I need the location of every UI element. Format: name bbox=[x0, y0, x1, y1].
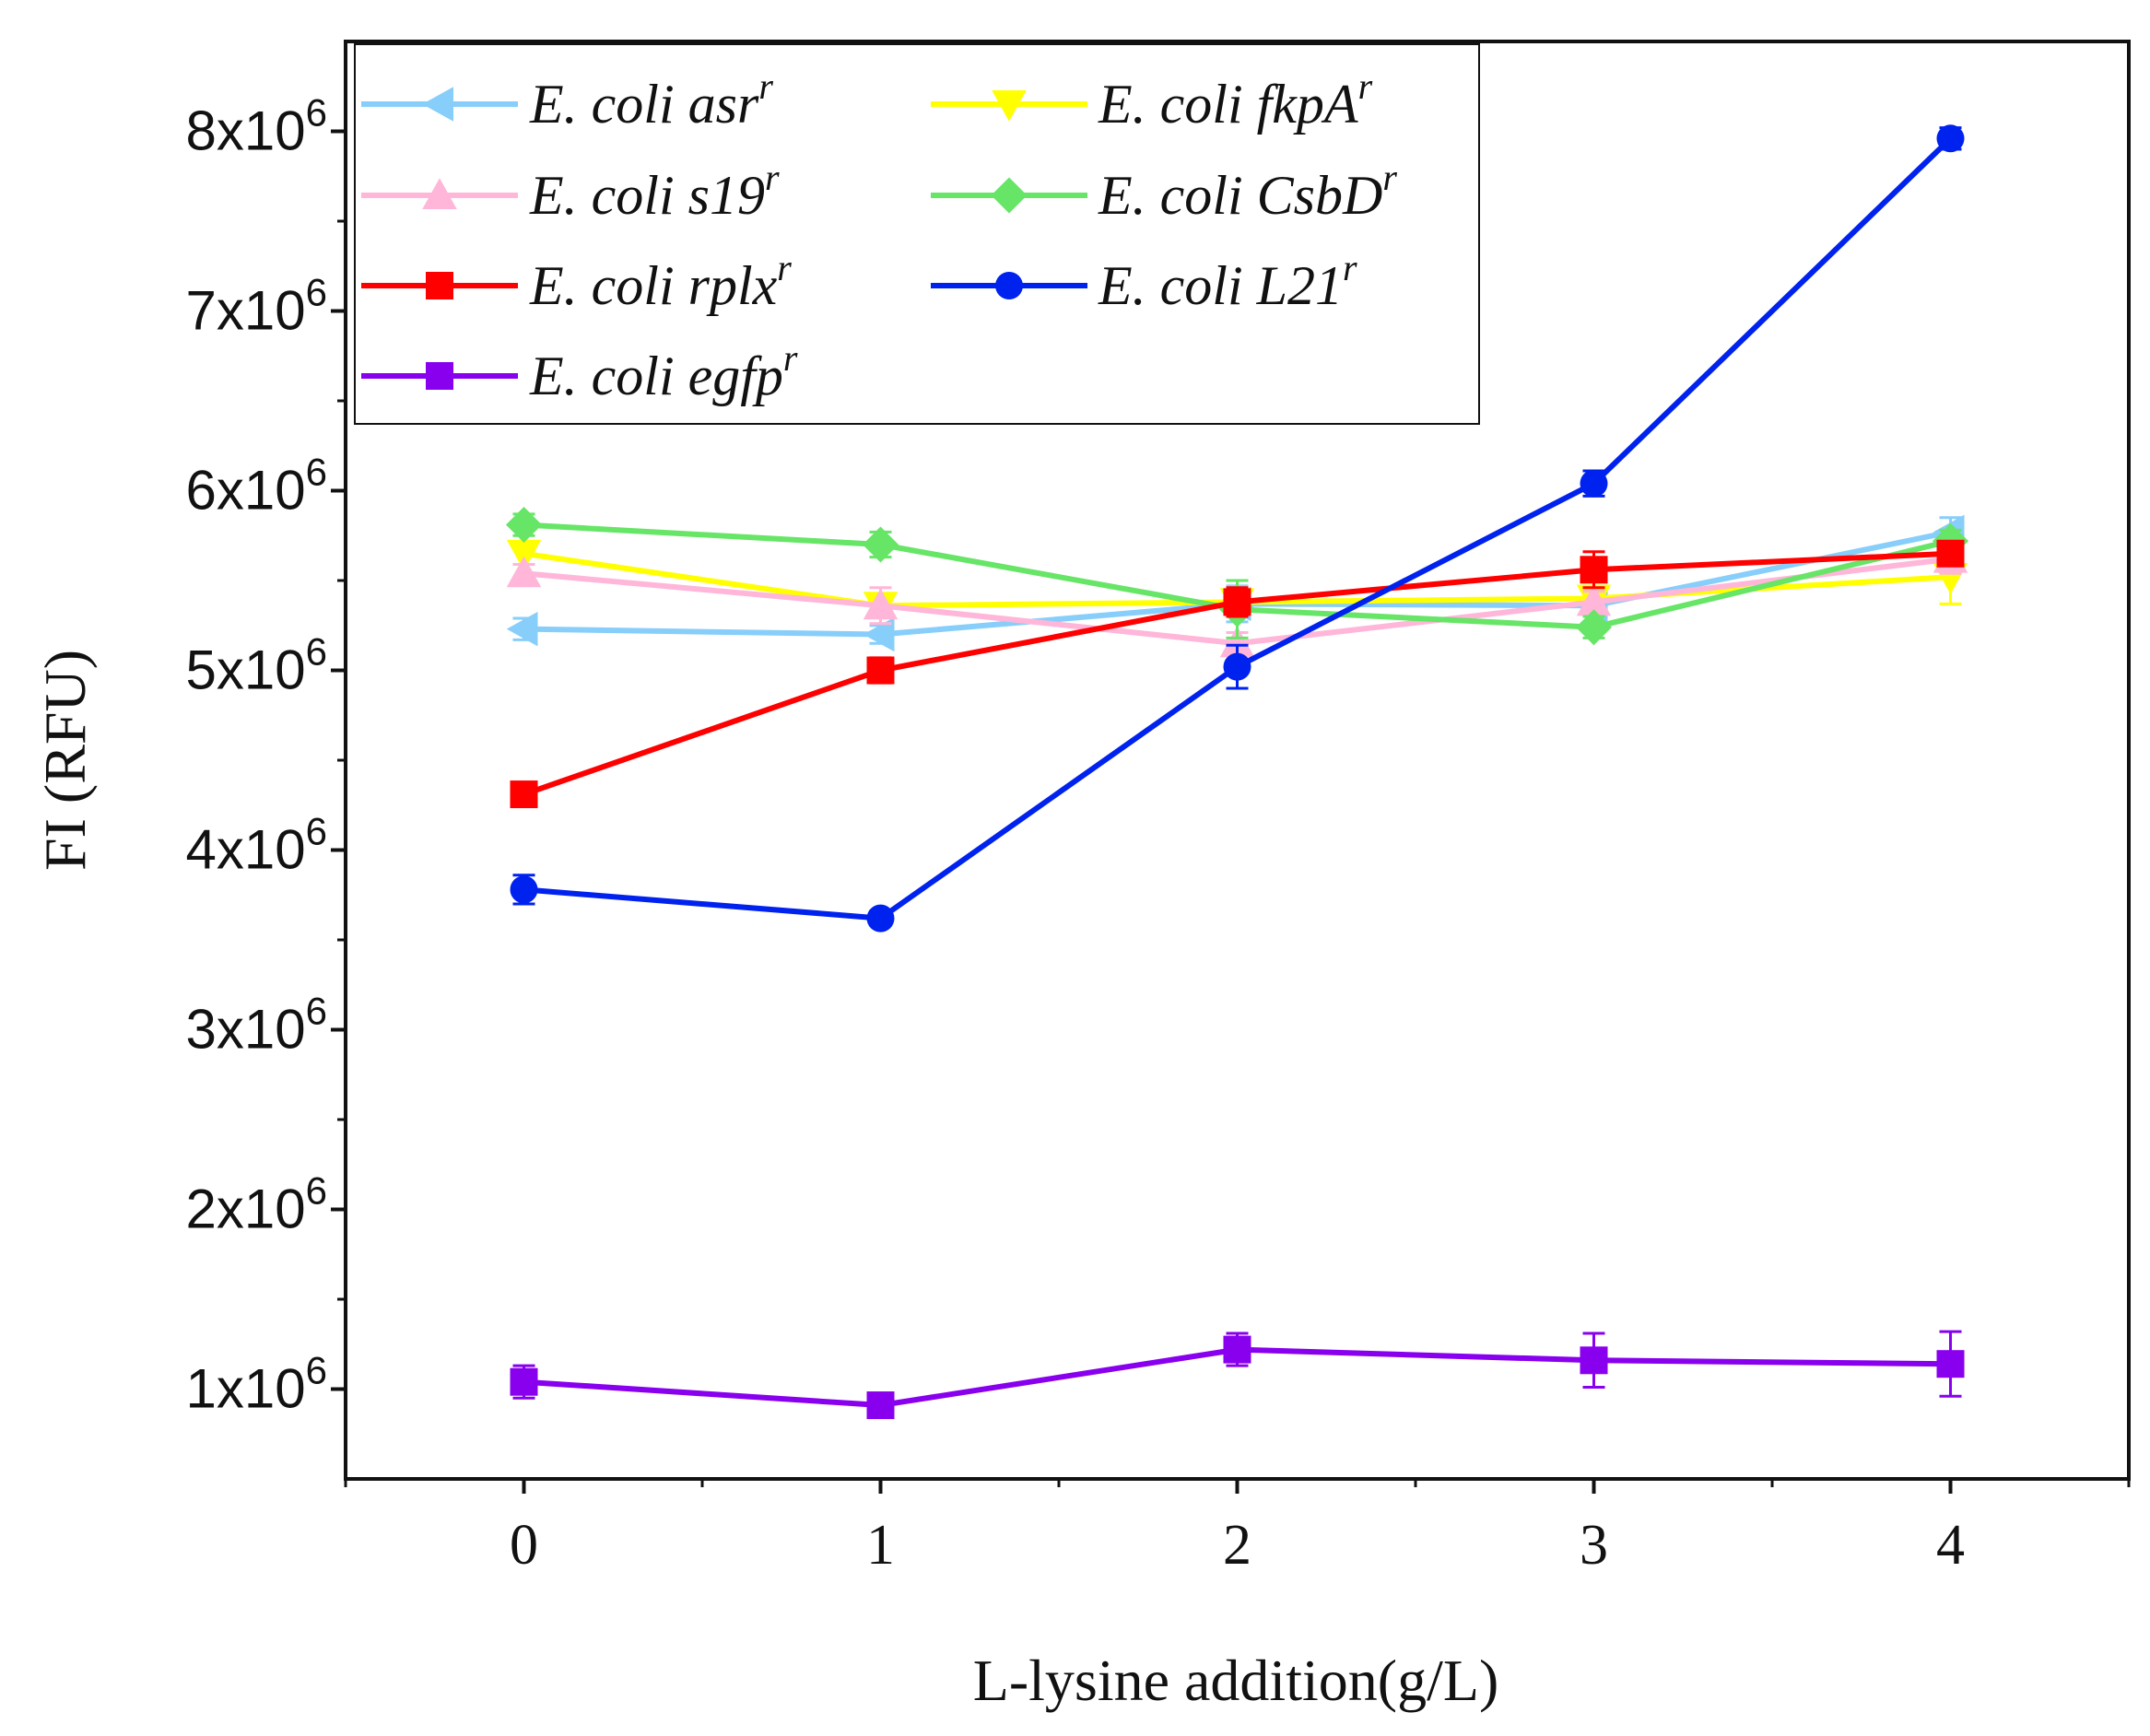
legend-label: E. coli s19r bbox=[529, 157, 780, 226]
x-axis: 0 1 2 3 4 bbox=[344, 1479, 2131, 1577]
data-point bbox=[506, 507, 542, 544]
data-point bbox=[866, 904, 895, 933]
series-e-coli-l21 bbox=[510, 124, 1965, 933]
y-tick-label: 4x106 bbox=[186, 810, 327, 881]
data-point bbox=[506, 539, 542, 571]
x-tick-label: 4 bbox=[1936, 1514, 1965, 1577]
y-tick-label: 1x106 bbox=[186, 1349, 327, 1420]
data-point bbox=[1576, 584, 1612, 616]
legend-item: E. coli L21r bbox=[931, 247, 1357, 316]
data-point bbox=[1580, 556, 1608, 584]
legend: E. coli asrr E. coli fkpAr E. coli s19r E. … bbox=[354, 43, 1480, 425]
data-point bbox=[510, 875, 538, 904]
data-point bbox=[863, 616, 895, 652]
legend-label: E. coli asrr bbox=[529, 65, 773, 135]
data-point bbox=[1223, 588, 1251, 616]
data-point bbox=[1580, 469, 1608, 498]
data-point bbox=[506, 611, 538, 647]
legend-item: E. coli CsbDr bbox=[931, 157, 1397, 226]
legend-marker bbox=[995, 272, 1023, 299]
x-tick-label: 2 bbox=[1223, 1514, 1251, 1577]
data-point bbox=[1223, 652, 1251, 681]
legend-label: E. coli egfpr bbox=[529, 337, 798, 406]
x-tick-label: 0 bbox=[510, 1514, 538, 1577]
data-point bbox=[506, 556, 542, 588]
legend-box bbox=[354, 43, 1480, 425]
data-point bbox=[1936, 1350, 1965, 1378]
series-e-coli-egfp bbox=[510, 1330, 1965, 1420]
data-point bbox=[1580, 1346, 1608, 1375]
y-tick-label: 8x106 bbox=[186, 91, 327, 162]
data-point bbox=[1219, 626, 1255, 658]
legend-label: E. coli CsbDr bbox=[1098, 157, 1397, 226]
x-tick-label: 3 bbox=[1580, 1514, 1608, 1577]
y-tick-label: 5x106 bbox=[186, 630, 327, 701]
y-tick-label: 2x106 bbox=[186, 1169, 327, 1240]
y-tick-label: 3x106 bbox=[186, 990, 327, 1061]
legend-label: E. coli L21r bbox=[1098, 247, 1357, 316]
legend-marker bbox=[426, 272, 453, 299]
x-tick-label: 1 bbox=[866, 1514, 895, 1577]
data-point bbox=[863, 588, 899, 620]
series-layer bbox=[506, 124, 1968, 1420]
legend-item: E. coli s19r bbox=[361, 157, 780, 226]
legend-item: E. coli fkpAr bbox=[931, 65, 1373, 135]
legend-label: E. coli fkpAr bbox=[1098, 65, 1373, 135]
data-point bbox=[866, 1391, 895, 1420]
data-point bbox=[1936, 539, 1965, 568]
legend-item: E. coli egfpr bbox=[361, 337, 798, 406]
data-point bbox=[863, 526, 899, 563]
legend-marker bbox=[992, 90, 1027, 122]
y-tick-label: 6x106 bbox=[186, 451, 327, 522]
legend-label: E. coli rplxr bbox=[529, 247, 792, 316]
data-point bbox=[510, 1367, 538, 1396]
data-point bbox=[1936, 124, 1965, 153]
data-point bbox=[1576, 609, 1612, 646]
x-axis-title: L-lysine addition(g/L) bbox=[973, 1648, 1499, 1713]
data-point bbox=[510, 780, 538, 809]
legend-item: E. coli rplxr bbox=[361, 247, 792, 316]
legend-marker bbox=[426, 362, 453, 390]
data-point bbox=[1223, 1335, 1251, 1364]
legend-item: E. coli asrr bbox=[361, 65, 773, 135]
legend-marker bbox=[422, 87, 453, 122]
y-tick-label: 7x106 bbox=[186, 271, 327, 342]
series-e-coli-rplx bbox=[510, 539, 1965, 809]
legend-marker bbox=[991, 177, 1028, 214]
legend-marker bbox=[422, 178, 457, 209]
data-point bbox=[866, 656, 895, 685]
y-axis: 1x106 2x106 3x106 4x106 5x106 6x106 7x106 8x106 bbox=[186, 91, 346, 1420]
y-axis-title: FI (RFU) bbox=[32, 650, 98, 871]
